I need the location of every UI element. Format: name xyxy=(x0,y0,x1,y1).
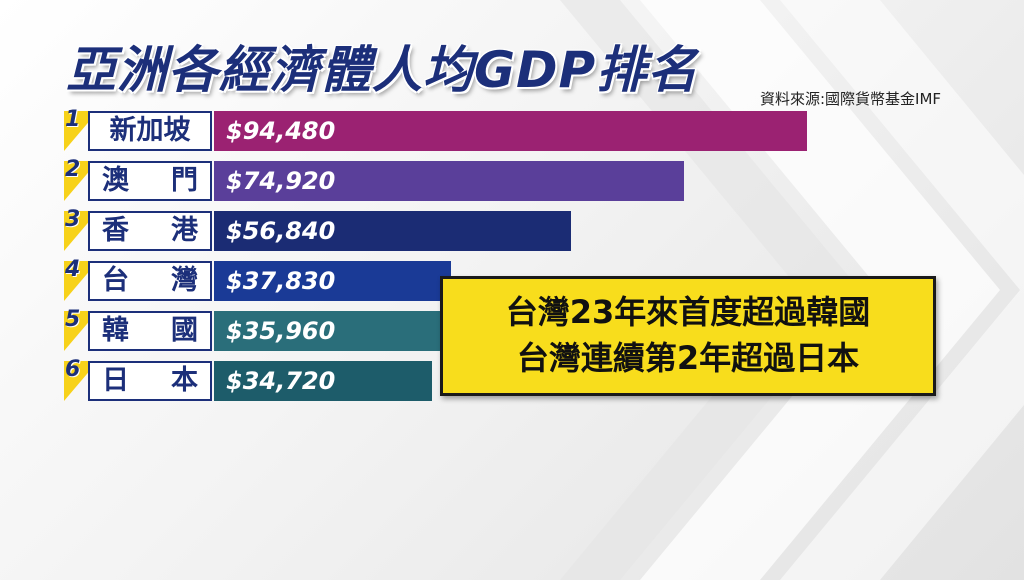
bar-value-label: $74,920 xyxy=(226,167,336,195)
rank-number: 3 xyxy=(65,207,81,232)
chart-title: 亞洲各經濟體人均GDP排名 xyxy=(66,41,699,99)
rank-number: 5 xyxy=(65,307,81,332)
bar xyxy=(214,161,684,201)
category-label-box: 韓國 xyxy=(88,311,212,351)
bar xyxy=(214,111,807,151)
callout-line-1: 台灣23年來首度超過韓國 xyxy=(505,293,871,331)
category-label-box: 台灣 xyxy=(88,261,212,301)
rank-number: 4 xyxy=(65,257,81,282)
rank-number: 1 xyxy=(65,107,81,132)
category-label-box: 香港 xyxy=(88,211,212,251)
bar-value-label: $35,960 xyxy=(226,317,336,345)
callout-box: 台灣23年來首度超過韓國 台灣連續第2年超過日本 xyxy=(440,276,936,396)
category-label-box: 澳門 xyxy=(88,161,212,201)
rank-number: 2 xyxy=(65,157,81,182)
rank-number: 6 xyxy=(65,357,81,382)
category-label: 日本 xyxy=(102,365,198,396)
category-label: 香港 xyxy=(102,215,198,246)
category-label: 台灣 xyxy=(102,265,198,296)
bar-value-label: $34,720 xyxy=(226,367,336,395)
bar-value-label: $94,480 xyxy=(226,117,336,145)
category-label: 新加坡 xyxy=(109,115,191,146)
category-label: 澳門 xyxy=(102,165,198,196)
bar xyxy=(214,361,432,401)
bar xyxy=(214,311,440,351)
category-label-box: 日本 xyxy=(88,361,212,401)
category-label: 韓國 xyxy=(102,315,198,346)
bar xyxy=(214,211,571,251)
source-note: 資料來源:國際貨幣基金IMF xyxy=(760,90,942,108)
category-label-box: 新加坡 xyxy=(88,111,212,151)
bar-value-label: $56,840 xyxy=(226,217,336,245)
callout-line-2: 台灣連續第2年超過日本 xyxy=(516,339,860,377)
bar-value-label: $37,830 xyxy=(226,267,336,295)
bar xyxy=(214,261,451,301)
